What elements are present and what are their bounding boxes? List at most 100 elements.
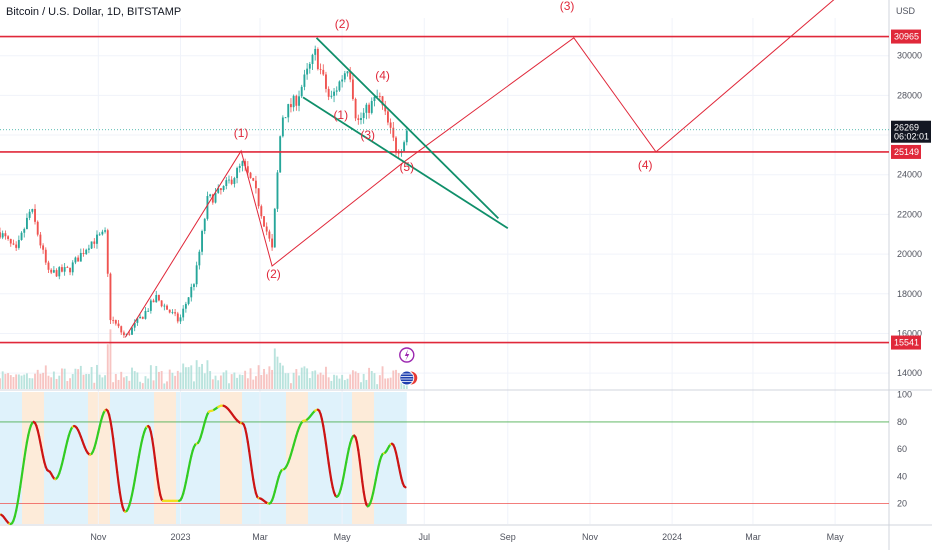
oscillator-segment — [23, 449, 27, 461]
candle-body — [9, 238, 12, 244]
currency-label: USD — [896, 6, 916, 16]
price-tick-label: 22000 — [897, 209, 922, 219]
oscillator-segment — [359, 469, 364, 483]
oscillator-segment — [250, 469, 255, 481]
candle-body — [325, 74, 327, 89]
candle-body — [52, 270, 55, 273]
volume-bar — [400, 377, 403, 389]
volume-bar — [23, 374, 26, 389]
markers[interactable] — [399, 347, 419, 386]
last-price-value: 26269 — [894, 123, 919, 133]
level-tag — [891, 144, 921, 159]
candle-body — [0, 232, 1, 238]
osc-bg-stripe — [0, 392, 22, 524]
oscillator-segment — [114, 459, 119, 474]
oscillator-segment — [37, 435, 42, 445]
oscillator-segment — [117, 481, 121, 494]
oscillator-background — [0, 392, 407, 524]
price-tick-label: 16000 — [897, 328, 922, 338]
oscillator-segment — [40, 448, 45, 458]
oscillator-segment — [151, 437, 155, 449]
volume-bar — [230, 374, 233, 389]
candle-body — [249, 172, 252, 179]
candle-body — [273, 208, 276, 248]
lightning-glyph — [404, 349, 410, 361]
oscillator-segment — [17, 485, 22, 497]
volume-bar — [246, 378, 249, 389]
candle-body — [15, 244, 18, 248]
candle-body — [201, 231, 203, 252]
candle-body — [171, 312, 174, 314]
volume-bar — [325, 366, 327, 389]
candle-body — [295, 95, 298, 106]
volume-bar — [7, 373, 10, 389]
candle-body — [254, 180, 257, 189]
candle-body — [378, 95, 381, 97]
oscillator-segment — [328, 471, 333, 482]
volume-bar — [281, 365, 284, 389]
volume-bar — [346, 378, 349, 389]
volume-bar — [79, 365, 82, 389]
level-tag — [891, 335, 921, 350]
volume-bar — [322, 374, 325, 389]
candle-body — [308, 63, 311, 69]
oscillator-segment — [39, 441, 43, 452]
oscillator-segment — [113, 448, 117, 462]
oscillator-segment — [156, 477, 161, 490]
volume-bar — [109, 329, 112, 389]
volume-bar — [319, 372, 322, 389]
candle-body — [368, 104, 371, 113]
candle-body — [303, 74, 306, 87]
candle-body — [90, 241, 93, 249]
volume-bar — [198, 366, 201, 389]
candle-body — [152, 300, 155, 303]
volume-bar — [254, 376, 257, 389]
time-tick-label: 2023 — [170, 532, 190, 542]
candle-body — [271, 238, 274, 248]
oscillator-segment — [15, 502, 19, 512]
candle-body — [230, 179, 233, 184]
candle-body — [79, 252, 82, 262]
candle-body — [252, 178, 255, 181]
us-flag-icon[interactable] — [399, 370, 415, 386]
volume-bar — [147, 378, 150, 389]
candle-body — [155, 295, 158, 303]
osc-bg-stripe — [308, 392, 330, 524]
oscillator-segment — [320, 418, 325, 428]
oscillator-segment — [362, 490, 367, 501]
candle-body — [360, 118, 362, 120]
osc-tick-label: 100 — [897, 390, 912, 400]
last-price-countdown: 06:02:01 — [894, 132, 929, 142]
candle-body — [141, 316, 144, 319]
time-tick-label: Mar — [252, 532, 268, 542]
volume-bar — [357, 373, 360, 389]
candle-body — [39, 234, 42, 246]
candle-body — [314, 48, 317, 55]
candle-body — [193, 284, 195, 287]
volume-bar — [244, 370, 247, 389]
osc-tick-label: 20 — [897, 499, 907, 509]
volume-bar — [260, 374, 263, 389]
oscillator-segment — [248, 449, 252, 462]
volume-bar — [362, 373, 365, 389]
candle-body — [263, 216, 265, 227]
price-tick-label: 30000 — [897, 51, 922, 61]
time-tick-label: May — [827, 532, 845, 542]
osc-bg-stripe — [396, 392, 407, 524]
osc-bg-stripe — [242, 392, 264, 524]
volume-bar — [201, 363, 203, 389]
candle-body — [287, 104, 290, 118]
drawings: (1) (2) (2) (1) (3) (4) (5) (3) (4) — [124, 0, 835, 338]
volume-bar — [360, 382, 362, 389]
candle-body — [144, 310, 147, 319]
volume-bar — [203, 373, 206, 389]
candle-body — [7, 236, 10, 239]
oscillator-segment — [155, 467, 159, 481]
candle-body — [1, 233, 4, 238]
volume-bar — [4, 373, 7, 389]
oscillator-segment — [25, 434, 30, 444]
volume-bar — [236, 377, 239, 389]
candle-body — [265, 226, 268, 232]
volume-bar — [133, 371, 136, 389]
